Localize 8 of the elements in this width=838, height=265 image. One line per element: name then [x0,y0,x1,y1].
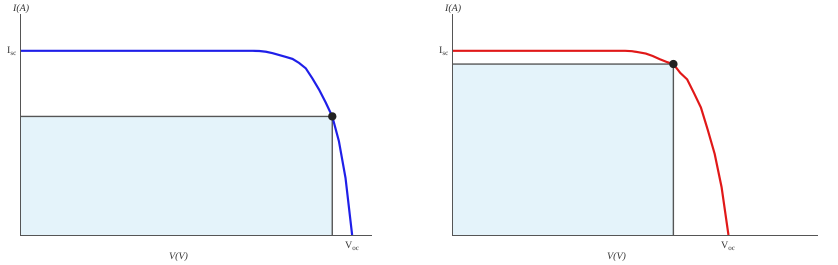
x-axis-title: V(V) [607,251,627,262]
text: I$_{sc}$ [7,45,16,58]
text: V$_{oc}$ [345,240,359,252]
text: V$_{oc}$ [721,240,735,252]
x-axis-title: V(V) [169,251,189,262]
y-axis-title: I(A) [444,3,462,14]
text: I$_{sc}$ [439,45,448,58]
y-axis-title: I(A) [12,3,30,14]
